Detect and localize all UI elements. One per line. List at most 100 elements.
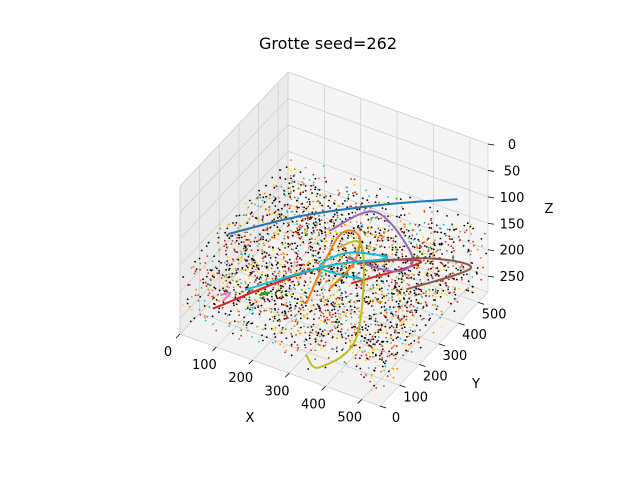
scatter-point <box>353 178 356 181</box>
scatter-point <box>220 261 223 264</box>
scatter-point <box>271 273 274 275</box>
scatter-point <box>222 289 225 292</box>
scatter-point <box>199 295 202 298</box>
scatter-point <box>190 308 193 311</box>
scatter-point <box>264 327 267 330</box>
scatter-point <box>330 218 333 221</box>
scatter-point <box>290 293 293 296</box>
tick-mark <box>487 275 495 278</box>
scatter-point <box>215 329 218 332</box>
scatter-point <box>377 264 380 267</box>
scatter-point <box>368 344 371 347</box>
scatter-point <box>364 350 366 352</box>
scatter-point <box>268 208 271 211</box>
scatter-point <box>203 315 206 318</box>
scatter-point <box>240 282 243 284</box>
scatter-point <box>319 223 321 226</box>
scatter-point <box>375 234 378 237</box>
scatter-point <box>214 287 217 290</box>
scatter-point <box>410 351 413 353</box>
scatter-point <box>298 268 301 271</box>
scatter-point <box>392 237 395 240</box>
scatter-point <box>434 244 436 247</box>
scatter-point <box>187 284 190 286</box>
scatter-point <box>453 291 456 294</box>
scatter-point <box>312 226 314 229</box>
scatter-point <box>318 260 321 263</box>
scatter-point <box>296 349 299 351</box>
scatter-point <box>387 267 390 270</box>
scatter-point <box>275 295 278 298</box>
scatter-point <box>285 292 288 295</box>
scatter-point <box>272 232 275 235</box>
scatter-point <box>290 262 293 265</box>
scatter-point <box>316 235 319 238</box>
scatter-point <box>288 290 290 293</box>
scatter-point <box>415 309 418 312</box>
scatter-point <box>287 236 290 239</box>
scatter-point <box>323 237 326 240</box>
scatter-point <box>347 237 349 239</box>
scatter-point <box>413 253 416 256</box>
scatter-point <box>422 305 425 308</box>
scatter-point <box>454 293 457 296</box>
scatter-point <box>318 307 321 309</box>
scatter-point <box>248 299 251 301</box>
scatter-point <box>437 289 439 292</box>
scatter-point <box>425 274 428 276</box>
scatter-point <box>326 303 328 306</box>
scatter-point <box>304 166 307 169</box>
scatter-point <box>374 331 377 334</box>
scatter-point <box>399 198 402 201</box>
scatter-point <box>299 317 302 320</box>
scatter-point <box>383 295 385 297</box>
scatter-point <box>365 245 368 247</box>
scatter-point <box>359 331 361 334</box>
scatter-point <box>418 274 420 276</box>
scatter-point <box>420 288 423 291</box>
scatter-point <box>410 242 412 245</box>
scatter-point <box>353 301 356 303</box>
scatter-point <box>352 227 355 229</box>
scatter-point <box>233 320 236 323</box>
scatter-point <box>398 285 401 288</box>
scatter-point <box>373 309 375 311</box>
scatter-point <box>439 296 442 298</box>
scatter-point <box>311 237 313 240</box>
scatter-point <box>349 293 352 295</box>
scatter-point <box>369 333 371 336</box>
scatter-point <box>256 299 259 302</box>
scatter-point <box>274 307 276 310</box>
scatter-point <box>300 304 303 306</box>
scatter-point <box>244 230 247 233</box>
scatter-point <box>299 187 301 190</box>
scatter-point <box>426 272 429 275</box>
scatter-point <box>404 273 407 276</box>
scatter-point <box>306 217 309 220</box>
scatter-point <box>395 337 398 339</box>
scatter-point <box>376 240 379 242</box>
scatter-point <box>467 289 470 292</box>
scatter-point <box>397 314 400 317</box>
scatter-point <box>251 306 254 309</box>
scatter-point <box>435 250 438 253</box>
scatter-point <box>394 353 397 356</box>
scatter-point <box>441 313 443 316</box>
scatter-point <box>358 300 361 302</box>
scatter-point <box>409 196 411 199</box>
scatter-point <box>384 315 387 318</box>
scatter-point <box>303 316 305 319</box>
scatter-point <box>245 308 247 311</box>
scatter-point <box>420 290 423 293</box>
scatter-point <box>361 335 364 338</box>
scatter-point <box>402 279 405 282</box>
scatter-point <box>324 176 326 179</box>
scatter-point <box>374 320 377 322</box>
tick-mark <box>478 301 485 305</box>
scatter-point <box>348 232 350 235</box>
scatter-point <box>315 339 318 342</box>
scatter-point <box>226 314 229 317</box>
scatter-point <box>370 376 373 378</box>
